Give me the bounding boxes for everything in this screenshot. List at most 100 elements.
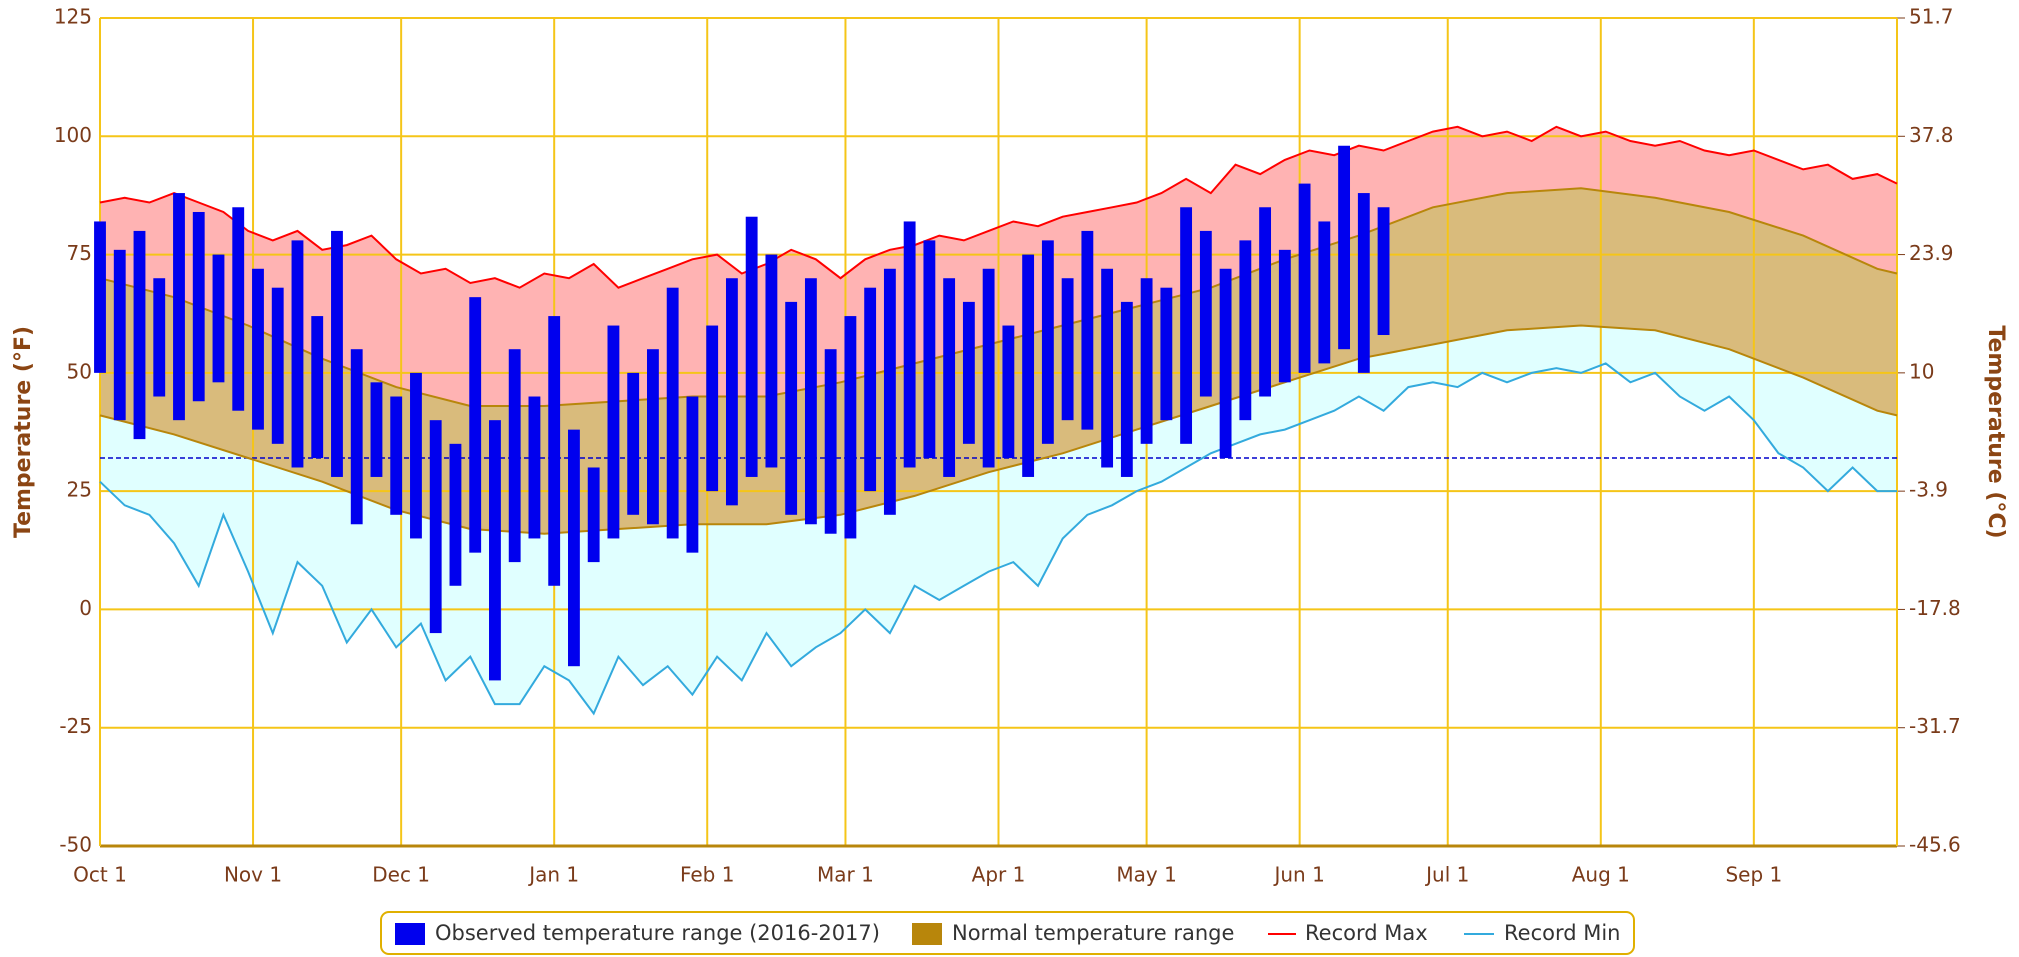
observed-bar [232,207,245,411]
y-tick-label: 25 [67,478,92,502]
observed-bar [706,325,719,492]
observed-bar [508,349,521,563]
observed-bar [449,443,462,586]
observed-bar [1061,278,1074,421]
observed-bar [1180,207,1193,444]
legend-label: Observed temperature range (2016-2017) [435,921,880,945]
observed-bar [291,240,304,468]
observed-bar [745,216,758,477]
observed-bar [212,254,225,383]
x-tick-label: Sep 1 [1725,863,1782,887]
x-tick-label: Feb 1 [680,863,735,887]
y2-tick-label: 51.7 [1909,5,1954,29]
observed-bar [903,221,916,468]
observed-bar [469,297,482,553]
y2-tick-label: -17.8 [1909,596,1961,620]
y-tick-label: 125 [54,5,92,29]
x-tick-label: Apr 1 [972,863,1026,887]
observed-bar [785,301,798,515]
observed-bar [883,268,896,515]
y2-tick-label: 10 [1909,359,1934,383]
record-max-line [99,125,1898,289]
observed-bar [1199,230,1212,397]
y-tick-label: -50 [59,833,92,857]
observed-bar [765,254,778,468]
legend-box [380,911,1635,955]
x-tick-label: Jan 1 [527,863,579,887]
observed-bar [429,420,442,634]
x-tick-label: Jul 1 [1424,863,1469,887]
legend-label: Record Max [1305,921,1428,945]
observed-bar [1002,325,1015,459]
y2-tick-label: -31.7 [1909,714,1961,738]
observed-bar [271,287,284,444]
observed-bar [192,211,205,402]
observed-bar [1278,249,1291,383]
y2-tick-label: -45.6 [1909,833,1961,857]
observed-bar [686,396,699,553]
y-tick-label: 50 [67,359,92,383]
observed-bar [113,249,126,421]
observed-bar [725,278,738,506]
legend-swatch [912,923,942,945]
x-tick-label: Oct 1 [73,863,127,887]
observed-bar [824,349,837,534]
x-tick-label: Aug 1 [1572,863,1630,887]
observed-bar [1219,268,1232,459]
x-tick-label: Dec 1 [372,863,430,887]
observed-bar [923,240,936,459]
x-tick-label: Nov 1 [224,863,282,887]
observed-bar [943,278,956,477]
observed-bar [1041,240,1054,444]
y-tick-label: 100 [54,123,92,147]
observed-bar [528,396,541,539]
observed-bar [804,278,817,525]
observed-bar [1239,240,1252,421]
observed-bar [390,396,403,515]
observed-bar [1081,230,1094,430]
y-tick-label: 75 [67,241,92,265]
observed-bar [410,372,422,539]
observed-bar [627,372,640,515]
observed-bar [1120,301,1133,477]
x-tick-label: May 1 [1116,863,1176,887]
observed-bar [666,287,679,539]
y-tick-label: 0 [79,596,92,620]
legend-label: Normal temperature range [952,921,1234,945]
y-axis-title: Temperature (°F) [11,326,36,538]
observed-bar [252,268,264,430]
x-tick-label: Mar 1 [817,863,874,887]
observed-bar [1338,145,1351,350]
observed-bar [844,316,857,539]
observed-bar [1140,278,1153,444]
observed-bar [311,316,324,459]
y2-tick-label: 23.9 [1909,241,1954,265]
observed-bar [173,193,185,421]
observed-bar [489,420,501,681]
observed-bar [370,382,383,477]
observed-bar [350,349,363,525]
observed-bar [962,301,975,444]
observed-bar [1298,183,1311,373]
observed-bar [1022,254,1035,477]
observed-bar [1259,207,1272,397]
legend-label: Record Min [1504,921,1621,945]
observed-bar [153,278,166,397]
observed-bar [1318,221,1331,364]
observed-bar [1101,268,1114,468]
observed-bar [1160,287,1173,421]
observed-bar [1377,207,1390,336]
y-tick-label: -25 [59,714,92,738]
observed-bar [864,287,877,492]
observed-bar [331,230,343,477]
y2-tick-label: 37.8 [1909,123,1954,147]
observed-bar [133,230,146,440]
observed-bar [94,221,106,373]
observed-bar [982,268,995,468]
y2-tick-label: -3.9 [1909,478,1948,502]
x-tick-label: Jun 1 [1272,863,1324,887]
observed-bar [607,325,620,539]
observed-bar [646,349,659,525]
observed-bar [568,429,580,667]
